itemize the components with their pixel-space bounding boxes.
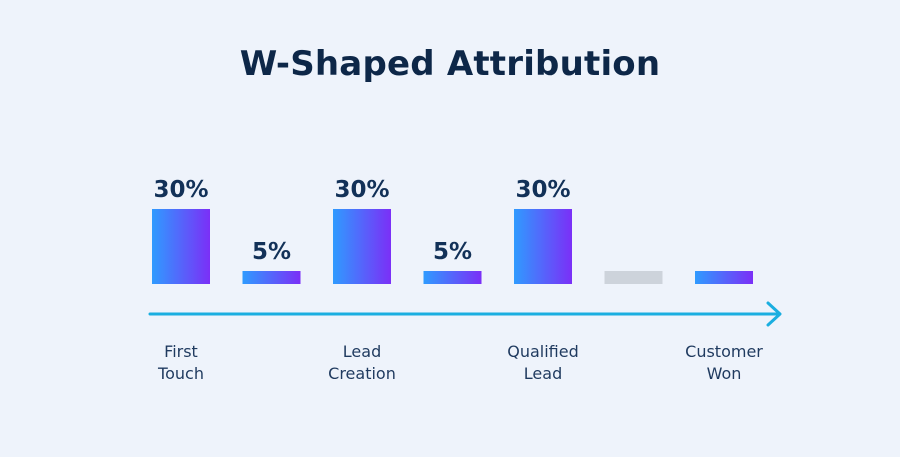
stage-label-line: Lead — [343, 342, 381, 361]
bar-3 — [333, 209, 391, 284]
stage-label-2: Lead Creation — [328, 342, 396, 383]
stage-label-4: Customer Won — [685, 342, 763, 383]
value-label-3: 30% — [334, 177, 389, 203]
stage-label-line: First — [164, 342, 198, 361]
stage-label-line: Lead — [524, 364, 562, 383]
value-labels-group: 30% 5% 30% 5% 30% — [153, 177, 570, 265]
bar-7 — [695, 271, 753, 284]
value-label-5: 30% — [515, 177, 570, 203]
timeline-axis — [148, 301, 782, 327]
stage-label-line: Won — [707, 364, 742, 383]
axis-arrowhead — [766, 301, 782, 327]
bar-4 — [423, 271, 482, 284]
stage-label-line: Creation — [328, 364, 396, 383]
stage-label-1: First Touch — [157, 342, 204, 383]
stage-label-line: Customer — [685, 342, 763, 361]
bar-1 — [152, 209, 210, 284]
stage-label-line: Qualified — [507, 342, 579, 361]
bar-5 — [514, 209, 572, 284]
value-label-2: 5% — [252, 239, 291, 265]
value-label-1: 30% — [153, 177, 208, 203]
value-label-4: 5% — [433, 239, 472, 265]
bars-group — [152, 209, 753, 284]
bar-6 — [604, 271, 663, 284]
stage-label-line: Touch — [157, 364, 204, 383]
stage-labels-group: First Touch Lead Creation Qualified Lead Custo… — [157, 342, 763, 383]
stage-label-3: Qualified Lead — [507, 342, 579, 383]
chart-title: W-Shaped Attribution — [239, 44, 661, 84]
bar-2 — [242, 271, 301, 284]
